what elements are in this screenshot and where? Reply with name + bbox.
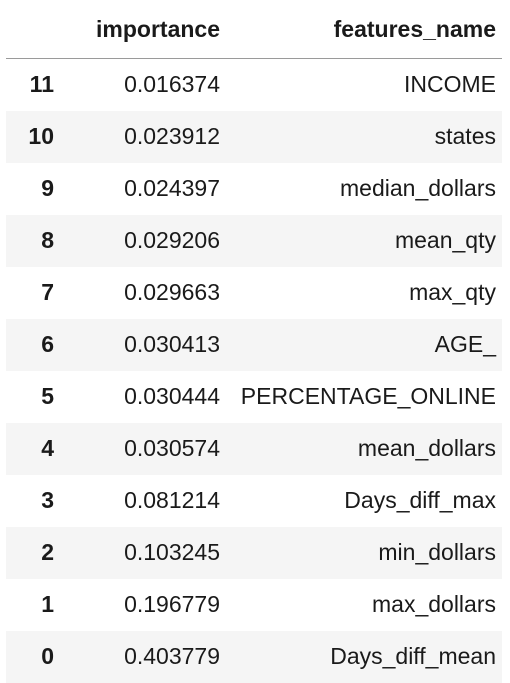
features-name-cell: median_dollars [340, 175, 496, 201]
features-name-cell: max_dollars [372, 591, 496, 617]
table-row: 9 0.024397 median_dollars [6, 163, 502, 215]
features-name-header: features_name [226, 0, 502, 59]
table-row: 11 0.016374 INCOME [6, 59, 502, 111]
table-header: importance features_name [6, 0, 502, 59]
row-index: 11 [29, 71, 54, 98]
importance-cell: 0.030444 [124, 383, 220, 409]
row-index: 1 [41, 591, 54, 617]
importance-cell: 0.029206 [124, 227, 220, 253]
row-index: 8 [41, 227, 54, 253]
index-header [6, 0, 68, 59]
importance-cell: 0.196779 [124, 591, 220, 617]
features-name-cell: max_qty [409, 279, 496, 305]
table-row: 0 0.403779 Days_diff_mean [6, 630, 502, 683]
table-row: 1 0.196779 max_dollars [6, 579, 502, 631]
importance-header: importance [68, 0, 226, 59]
table-row: 10 0.023912 states [6, 110, 502, 163]
row-index: 4 [41, 435, 54, 461]
row-index: 10 [28, 123, 54, 149]
table-row: 8 0.029206 mean_qty [6, 214, 502, 267]
row-index: 5 [41, 383, 54, 409]
importance-cell: 0.081214 [124, 487, 220, 513]
row-index: 0 [41, 643, 54, 669]
dataframe-table: importance features_name 11 0.016374 INCOM… [6, 0, 502, 683]
features-name-cell: INCOME [404, 71, 496, 98]
importance-cell: 0.016374 [124, 71, 220, 98]
row-index: 6 [41, 331, 54, 357]
table-row: 5 0.030444 PERCENTAGE_ONLINE [6, 371, 502, 423]
features-name-cell: Days_diff_mean [330, 643, 496, 669]
importance-cell: 0.103245 [124, 539, 220, 565]
row-index: 9 [41, 175, 54, 201]
row-index: 3 [41, 487, 54, 513]
table-row: 3 0.081214 Days_diff_max [6, 475, 502, 527]
importance-cell: 0.023912 [124, 123, 220, 149]
importance-cell: 0.029663 [124, 279, 220, 305]
table-row: 6 0.030413 AGE_ [6, 318, 502, 371]
row-index: 2 [41, 539, 54, 565]
table-body: 11 0.016374 INCOME 10 0.023912 states 9 0.02439… [6, 59, 502, 683]
features-name-cell: AGE_ [434, 331, 496, 357]
features-name-cell: Days_diff_max [344, 487, 496, 513]
features-name-cell: states [434, 123, 496, 149]
features-name-cell: mean_qty [394, 227, 496, 253]
importance-cell: 0.024397 [124, 175, 220, 201]
importance-cell: 0.030574 [124, 435, 220, 461]
features-name-cell: PERCENTAGE_ONLINE [240, 383, 496, 409]
importance-cell: 0.030413 [124, 331, 220, 357]
features-name-cell: mean_dollars [357, 435, 496, 461]
header-row: importance features_name [6, 0, 502, 59]
row-index: 7 [41, 279, 54, 305]
table-row: 2 0.103245 min_dollars [6, 526, 502, 579]
importance-cell: 0.403779 [124, 643, 220, 669]
table-row: 7 0.029663 max_qty [6, 267, 502, 319]
table-row: 4 0.030574 mean_dollars [6, 422, 502, 475]
features-name-cell: min_dollars [378, 539, 496, 565]
